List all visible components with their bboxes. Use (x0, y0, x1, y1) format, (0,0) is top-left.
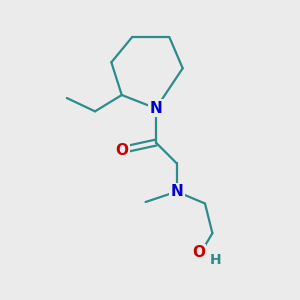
Text: O: O (193, 245, 206, 260)
Text: O: O (115, 142, 128, 158)
Text: N: N (170, 184, 183, 199)
Text: H: H (210, 253, 221, 267)
Text: N: N (150, 101, 162, 116)
